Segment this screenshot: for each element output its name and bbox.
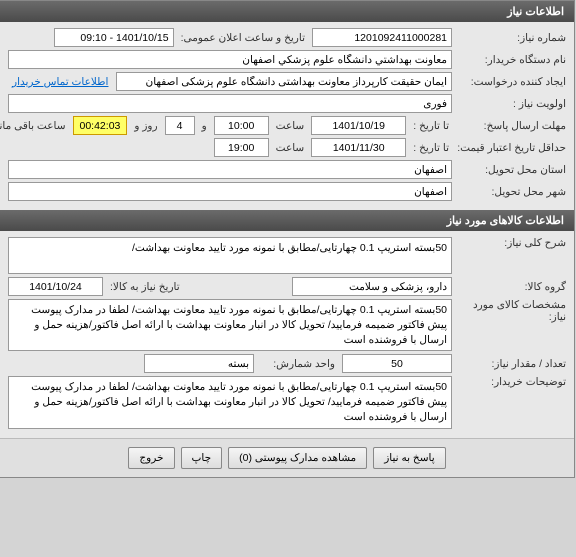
label-buyer-notes: توضیحات خریدار: <box>457 376 567 388</box>
field-announce-datetime[interactable] <box>55 28 175 47</box>
link-buyer-contact[interactable]: اطلاعات تماس خریدار <box>9 74 113 90</box>
field-days-left[interactable] <box>166 116 196 135</box>
label-goods-spec: مشخصات کالای مورد نیاز: <box>457 299 567 323</box>
label-qty: تعداد / مقدار نیاز: <box>457 358 567 370</box>
countdown-timer: 00:42:03 <box>74 116 129 135</box>
label-delivery-province: استان محل تحویل: <box>457 164 567 176</box>
label-need-number: شماره نیاز: <box>457 32 567 44</box>
label-to-date-2: تا تاریخ : <box>411 142 453 154</box>
label-request-creator: ایجاد کننده درخواست: <box>457 76 567 88</box>
section-goods-info-header: اطلاعات کالاهای مورد نیاز <box>1 210 575 231</box>
label-price-validity: حداقل تاریخ اعتبار قیمت: <box>457 142 567 154</box>
field-city[interactable] <box>9 182 453 201</box>
exit-button[interactable]: خروج <box>129 447 175 469</box>
field-qty[interactable] <box>343 354 453 373</box>
need-info-body: شماره نیاز: تاریخ و ساعت اعلان عمومی: نا… <box>1 22 575 210</box>
field-goods-group[interactable] <box>293 277 453 296</box>
field-need-number[interactable] <box>313 28 453 47</box>
goods-info-body: شرح کلی نیاز: گروه کالا: تاریخ نیاز به ک… <box>1 231 575 438</box>
field-unit[interactable] <box>145 354 255 373</box>
label-buyer-org: نام دستگاه خریدار: <box>457 54 567 66</box>
respond-button[interactable]: پاسخ به نیاز <box>374 447 446 469</box>
label-announce-datetime: تاریخ و ساعت اعلان عمومی: <box>179 32 309 44</box>
label-response-deadline: مهلت ارسال پاسخ: <box>457 120 567 132</box>
field-goods-spec[interactable] <box>9 299 453 351</box>
label-need-desc: شرح کلی نیاز: <box>457 237 567 249</box>
need-info-window: اطلاعات نیاز شماره نیاز: تاریخ و ساعت اع… <box>0 0 576 478</box>
label-hour-2: ساعت <box>274 142 309 154</box>
label-remaining: ساعت باقی مانده <box>0 120 70 132</box>
field-priority[interactable] <box>9 94 453 113</box>
field-deadline-date[interactable] <box>312 116 407 135</box>
field-need-date-goods[interactable] <box>9 277 104 296</box>
label-priority: اولویت نیاز : <box>457 98 567 110</box>
field-validity-time[interactable] <box>215 138 270 157</box>
label-to-date-1: تا تاریخ : <box>411 120 453 132</box>
field-need-desc[interactable] <box>9 237 453 274</box>
section-need-info-header: اطلاعات نیاز <box>1 1 575 22</box>
label-unit: واحد شمارش: <box>259 358 339 370</box>
label-days: روز و <box>132 120 161 132</box>
label-and: و <box>200 120 211 132</box>
field-validity-date[interactable] <box>312 138 407 157</box>
label-delivery-city: شهر محل تحویل: <box>457 186 567 198</box>
footer-buttons: پاسخ به نیاز مشاهده مدارک پیوستی (0) چاپ… <box>1 438 575 477</box>
field-buyer-org[interactable] <box>9 50 453 69</box>
field-buyer-notes[interactable] <box>9 376 453 428</box>
field-province[interactable] <box>9 160 453 179</box>
field-request-creator[interactable] <box>117 72 453 91</box>
label-goods-group: گروه کالا: <box>457 281 567 293</box>
label-need-date-goods: تاریخ نیاز به کالا: <box>108 281 184 293</box>
label-hour-1: ساعت <box>274 120 309 132</box>
attachments-button[interactable]: مشاهده مدارک پیوستی (0) <box>229 447 368 469</box>
field-deadline-time[interactable] <box>215 116 270 135</box>
print-button[interactable]: چاپ <box>182 447 224 469</box>
